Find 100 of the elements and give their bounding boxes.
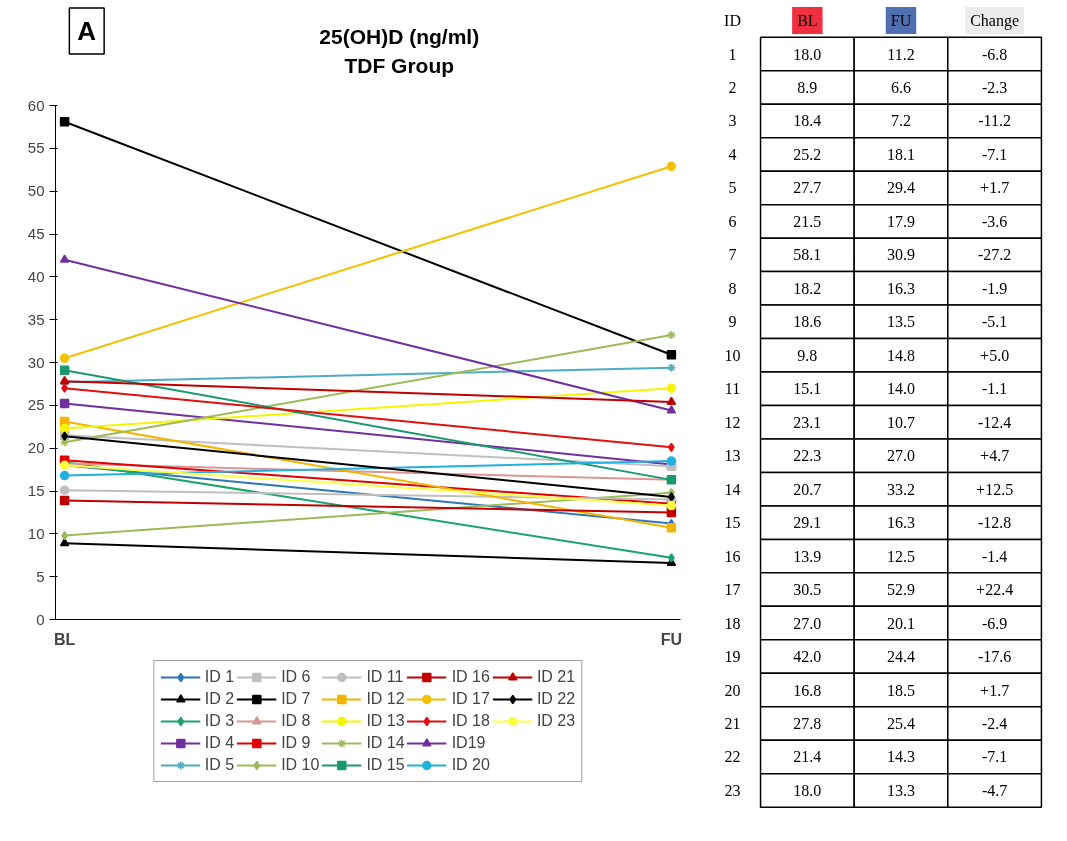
data-label: +1.7 <box>980 179 1010 197</box>
x-tick-label: FU <box>890 12 912 30</box>
data-label: 52.9 <box>886 581 915 599</box>
data-label: 29.4 <box>886 179 915 197</box>
y-tick-label: 55 <box>27 139 45 157</box>
legend-label: ID19 <box>451 733 486 753</box>
data-label: 7.2 <box>890 112 911 130</box>
y-axis-title: ID <box>724 12 742 30</box>
y-tick-label: 9 <box>728 313 737 331</box>
y-tick-label: 25 <box>27 396 45 414</box>
y-tick-label: 11 <box>724 380 741 398</box>
data-label: +4.7 <box>980 447 1010 465</box>
data-label: -1.1 <box>981 380 1008 398</box>
y-tick-label: 20 <box>724 681 741 699</box>
data-label: 13.9 <box>793 547 822 565</box>
data-label: 20.7 <box>793 480 822 498</box>
legend-label: ID 15 <box>366 755 405 775</box>
y-tick-label: 10 <box>724 346 741 364</box>
y-tick-label: 3 <box>728 112 737 130</box>
y-tick-label: 5 <box>36 567 45 585</box>
legend-label: ID 23 <box>536 711 576 731</box>
legend-label: ID 12 <box>366 689 405 709</box>
legend-label: ID 21 <box>536 667 576 687</box>
legend-label: ID 2 <box>204 689 235 709</box>
legend-label: ID 18 <box>451 711 490 731</box>
legend-label: ID 9 <box>281 733 311 753</box>
data-label: +22.4 <box>976 581 1014 599</box>
data-label: -12.8 <box>977 514 1012 532</box>
y-tick-label: 15 <box>27 482 45 499</box>
y-tick-label: 20 <box>27 439 45 457</box>
data-label: -27.2 <box>977 246 1012 264</box>
y-tick-label: 13 <box>724 447 741 465</box>
data-label: 58.1 <box>793 246 822 264</box>
legend-label: ID 5 <box>204 755 235 775</box>
data-label: 10.7 <box>886 413 915 431</box>
data-label: 18.2 <box>793 279 822 297</box>
data-label: 42.0 <box>793 648 822 666</box>
data-label: 22.3 <box>793 447 822 465</box>
data-label: 18.4 <box>793 112 822 130</box>
y-tick-label: 7 <box>728 246 737 264</box>
data-label: 9.8 <box>797 346 818 364</box>
x-tick-label: FU <box>660 630 683 648</box>
data-label: -6.8 <box>981 45 1008 63</box>
data-label: -1.9 <box>981 279 1008 297</box>
legend-label: ID 8 <box>281 711 311 731</box>
data-label: 27.0 <box>793 614 822 632</box>
data-label: -4.7 <box>981 781 1008 799</box>
y-tick-label: 14 <box>724 480 741 498</box>
data-label: -12.4 <box>977 413 1012 431</box>
data-label: 30.5 <box>793 581 822 599</box>
data-label: -5.1 <box>981 313 1008 331</box>
data-label: -7.1 <box>981 145 1008 163</box>
data-label: 21.4 <box>793 748 822 766</box>
y-tick-label: 30 <box>27 353 45 371</box>
y-tick-label: 4 <box>728 145 737 163</box>
data-label: 16.8 <box>793 681 822 699</box>
y-tick-label: 21 <box>724 714 741 732</box>
data-label: 16.3 <box>886 279 915 297</box>
data-label: +12.5 <box>976 480 1014 498</box>
chart-title: 25(OH)D (ng/ml) <box>319 25 480 49</box>
x-tick-label: BL <box>53 630 76 648</box>
data-label: 13.3 <box>886 781 915 799</box>
data-label: 27.8 <box>793 714 822 732</box>
data-label: -11.2 <box>978 112 1011 130</box>
y-tick-label: 19 <box>724 648 741 666</box>
data-label: 16.3 <box>886 514 915 532</box>
y-tick-label: 50 <box>27 182 45 200</box>
legend-label: ID 22 <box>536 689 576 709</box>
data-label: -17.6 <box>977 648 1012 666</box>
data-label: 30.9 <box>886 246 915 264</box>
data-label: 23.1 <box>793 413 822 431</box>
y-tick-label: 12 <box>724 413 741 431</box>
x-tick-label: BL <box>797 12 818 30</box>
data-label: 6.6 <box>890 79 911 97</box>
y-tick-label: 23 <box>724 781 741 799</box>
data-label: 27.0 <box>886 447 915 465</box>
y-tick-label: 15 <box>724 514 741 532</box>
y-tick-label: 0 <box>36 610 45 628</box>
data-label: 25.4 <box>886 714 915 732</box>
data-label: 11.2 <box>887 45 915 63</box>
legend-label: ID 13 <box>366 711 405 731</box>
y-tick-label: 22 <box>724 748 741 766</box>
data-label: 14.0 <box>886 380 915 398</box>
legend-label: ID 16 <box>451 667 490 687</box>
y-tick-label: 8 <box>728 279 737 297</box>
y-tick-label: 40 <box>27 267 45 285</box>
legend-label: ID 11 <box>366 667 404 687</box>
y-tick-label: 16 <box>724 547 741 565</box>
data-label: 24.4 <box>886 648 915 666</box>
data-label: -6.9 <box>981 614 1008 632</box>
y-tick-label: 1 <box>728 45 737 63</box>
legend-label: ID 10 <box>281 755 320 775</box>
data-label: 18.0 <box>793 45 822 63</box>
y-tick-label: 5 <box>728 179 737 197</box>
legend-label: ID 4 <box>204 733 235 753</box>
data-label: 21.5 <box>793 212 822 230</box>
chart-subtitle: TDF Group <box>344 53 455 77</box>
data-label: 20.1 <box>886 614 915 632</box>
data-label: -1.4 <box>981 547 1008 565</box>
y-tick-label: 17 <box>724 581 741 599</box>
